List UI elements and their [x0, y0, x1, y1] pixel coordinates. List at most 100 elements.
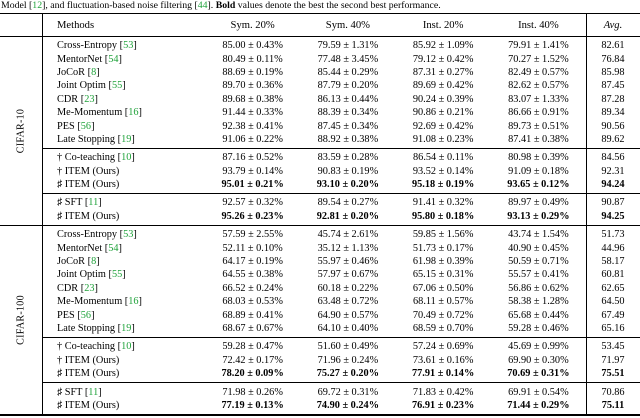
citation-link[interactable]: 16 [128, 107, 139, 119]
dataset-label: CIFAR-100 [0, 226, 42, 414]
header-methods: Methods [57, 19, 95, 31]
value-cell: 68.11 ± 0.57% [413, 296, 474, 308]
table-row: JoCoR [8] 64.17 ± 0.19% 55.97 ± 0.46% 61.98… [42, 255, 640, 268]
citation-link[interactable]: 10 [121, 152, 132, 164]
citation-link[interactable]: 12 [32, 0, 43, 11]
citation-link[interactable]: 53 [123, 229, 134, 241]
citation-link[interactable]: 8 [91, 66, 97, 78]
value-cell: 35.12 ± 1.13% [317, 242, 379, 254]
value-cell: 43.74 ± 1.54% [508, 229, 569, 241]
method-name: Late Stopping [57, 133, 116, 145]
citation-link[interactable]: 10 [121, 341, 132, 353]
method-cell: Late Stopping [19] [57, 133, 135, 145]
citation-link[interactable]: 8 [91, 256, 97, 268]
citation-link[interactable]: 11 [88, 386, 99, 398]
method-cell: ♯ ITEM (Ours) [42, 400, 205, 411]
table-row: † Co-teaching [10] 87.16 ± 0.52% 83.59 ± 0… [42, 151, 640, 164]
citation-link[interactable]: 23 [84, 282, 95, 294]
value-cell: 68.03 ± 0.53% [222, 296, 283, 308]
citation-link[interactable]: 19 [121, 133, 132, 145]
value-cell: 64.55 ± 0.38% [222, 269, 283, 281]
citation-link[interactable]: 19 [121, 323, 132, 334]
value-cell: 77.91 ± 0.14% [411, 368, 475, 380]
value-cell: 51.60 ± 0.49% [317, 341, 379, 353]
value-cell: 85.92 ± 1.09% [412, 40, 474, 52]
method-cell: Me-Momentum [16] [57, 107, 142, 119]
citation-link[interactable]: 54 [108, 242, 119, 254]
citation-link[interactable]: 55 [111, 80, 123, 92]
value-cell: 93.52 ± 0.14% [412, 165, 474, 177]
value-cell: 89.97 ± 0.49% [508, 197, 569, 209]
value-cell: 87.31 ± 0.27% [412, 66, 474, 78]
value-cell: 82.49 ± 0.57% [508, 66, 569, 78]
table-row: ♯ ITEM (Ours) 95.26 ± 0.23% 92.81 ± 0.20% 9… [42, 210, 640, 223]
method-name: ♯ SFT [57, 386, 83, 398]
table-row: Me-Momentum [16] 91.44 ± 0.33% 88.39 ± 0.3… [42, 106, 640, 119]
value-cell: 89.54 ± 0.27% [317, 197, 379, 209]
method-cell: CDR [23] [57, 93, 98, 105]
avg-cell: 89.34 [601, 107, 625, 119]
value-cell: 86.54 ± 0.11% [413, 152, 474, 164]
method-cell: Me-Momentum [16] [57, 296, 142, 308]
citation-link[interactable]: 23 [84, 93, 95, 105]
citation-link[interactable]: 56 [80, 309, 92, 321]
table-row: Joint Optim [55] 64.55 ± 0.38% 57.97 ± 0.6… [42, 268, 640, 281]
value-cell: 87.79 ± 0.20% [317, 80, 379, 92]
value-cell: 79.12 ± 0.42% [412, 53, 474, 65]
value-cell: 45.69 ± 0.99% [508, 341, 569, 353]
method-cell: Joint Optim [55] [57, 269, 126, 281]
citation-link[interactable]: 44 [197, 0, 208, 11]
value-cell: 71.98 ± 0.26% [222, 386, 283, 398]
citation-link[interactable]: 53 [123, 40, 134, 52]
value-cell: 63.48 ± 0.72% [317, 296, 379, 308]
value-cell: 89.70 ± 0.36% [222, 80, 283, 92]
citation-link[interactable]: 16 [128, 296, 139, 308]
value-cell: 88.39 ± 0.34% [317, 107, 379, 119]
value-cell: 56.86 ± 0.62% [508, 282, 569, 294]
table-row: ♯ ITEM (Ours) 77.19 ± 0.13% 74.90 ± 0.24% 7… [42, 399, 640, 412]
avg-cell: 70.86 [601, 386, 625, 398]
avg-cell: 87.28 [601, 93, 625, 105]
value-cell: 74.90 ± 0.24% [316, 399, 380, 411]
avg-cell: 67.49 [601, 309, 625, 321]
citation-link[interactable]: 11 [88, 197, 99, 209]
value-cell: 89.68 ± 0.38% [222, 93, 283, 105]
method-name: Cross-Entropy [57, 229, 118, 241]
avg-cell: 64.50 [601, 296, 625, 308]
avg-cell: 65.16 [601, 323, 625, 334]
value-cell: 89.69 ± 0.42% [412, 80, 474, 92]
table-row: Me-Momentum [16] 68.03 ± 0.53% 63.48 ± 0.7… [42, 295, 640, 308]
citation-link[interactable]: 56 [80, 120, 92, 132]
table-section: CIFAR-10 Cross-Entropy [53] 85.00 ± 0.43% 7… [0, 37, 640, 225]
citation-link[interactable]: 55 [111, 269, 123, 281]
table-row: PES [56] 92.38 ± 0.41% 87.45 ± 0.34% 92.69 … [42, 119, 640, 132]
avg-cell: 90.56 [601, 120, 625, 132]
value-cell: 45.74 ± 2.61% [317, 229, 379, 241]
value-cell: 95.18 ± 0.19% [411, 179, 475, 191]
method-name: ♯ ITEM (Ours) [57, 210, 120, 222]
method-name: ♯ ITEM (Ours) [57, 399, 120, 411]
value-cell: 77.48 ± 3.45% [317, 53, 379, 65]
method-name: Me-Momentum [57, 107, 123, 119]
value-cell: 69.72 ± 0.31% [317, 386, 379, 398]
table-row: MentorNet [54] 80.49 ± 0.11% 77.48 ± 3.45%… [42, 52, 640, 65]
row-group: † Co-teaching [10] 59.28 ± 0.47% 51.60 ± 0… [42, 337, 640, 382]
avg-cell: 76.84 [601, 53, 625, 65]
value-cell: 65.68 ± 0.44% [508, 309, 569, 321]
method-cell: ♯ ITEM (Ours) [42, 179, 205, 190]
value-cell: 69.90 ± 0.30% [508, 354, 569, 366]
header-avg: Avg. [603, 19, 623, 31]
method-name: Joint Optim [57, 80, 106, 92]
method-cell: ♯ SFT [11] [57, 197, 102, 209]
value-cell: 77.19 ± 0.13% [221, 399, 284, 411]
value-cell: 50.59 ± 0.71% [508, 256, 569, 268]
value-cell: 78.20 ± 0.09% [221, 368, 284, 380]
value-cell: 60.18 ± 0.22% [317, 282, 379, 294]
avg-cell: 53.45 [601, 341, 625, 353]
table-row: CDR [23] 89.68 ± 0.38% 86.13 ± 0.44% 90.24 … [42, 93, 640, 106]
value-cell: 91.41 ± 0.32% [412, 197, 474, 209]
value-cell: 68.89 ± 0.41% [222, 309, 283, 321]
method-cell: PES [56] [57, 309, 95, 321]
method-name: MentorNet [57, 53, 103, 65]
citation-link[interactable]: 54 [108, 53, 119, 65]
